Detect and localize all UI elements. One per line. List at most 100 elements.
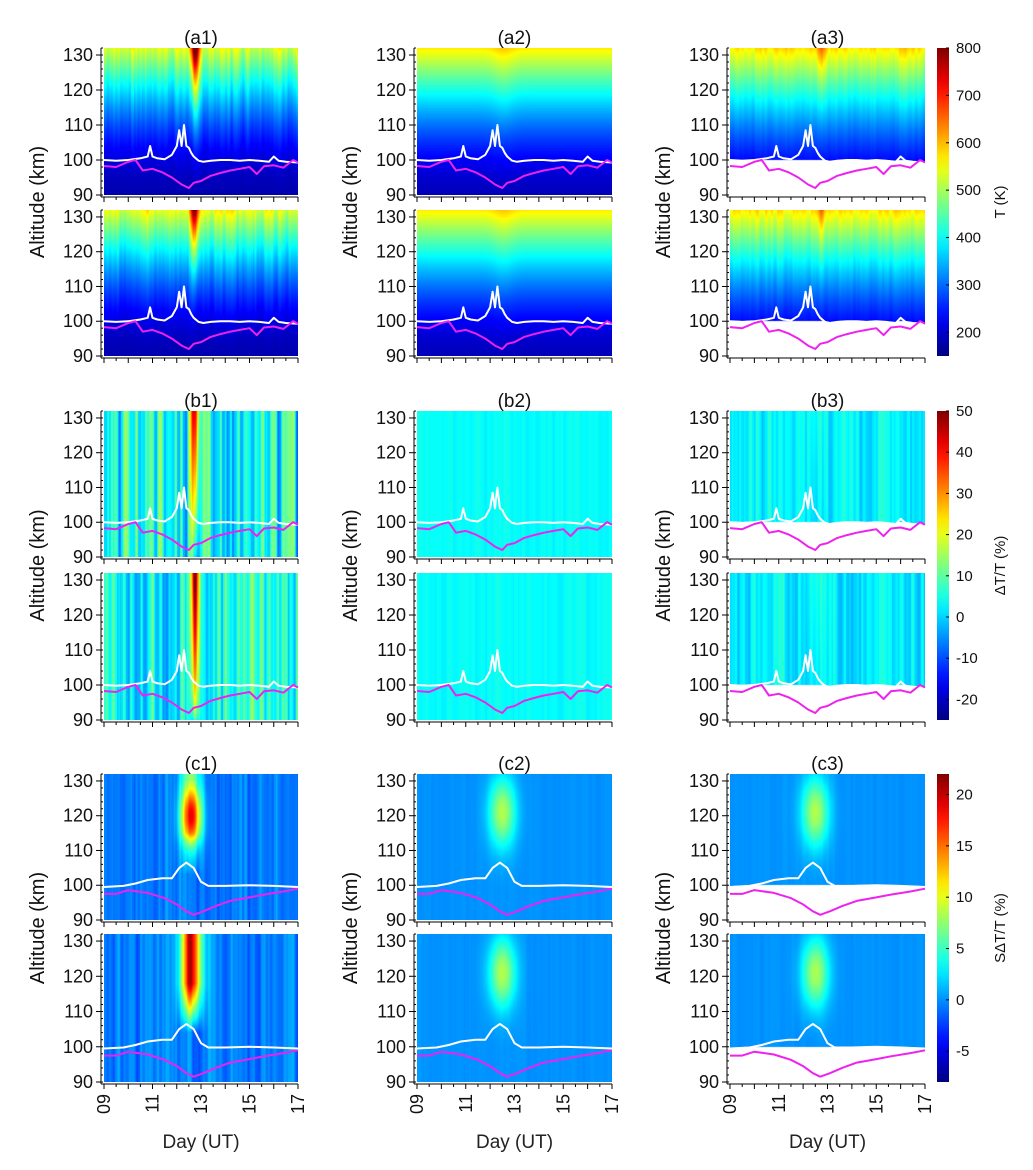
upper-boundary-line — [103, 486, 299, 526]
lower-boundary-line — [416, 684, 613, 714]
x-tick-label: 15 — [866, 1094, 886, 1114]
y-tick-label: 120 — [376, 806, 406, 826]
heatmap-b2-top — [417, 411, 612, 557]
y-tick-label: 90 — [73, 346, 93, 366]
panel-a2-bottom: 90 100 110 120 130 — [376, 207, 613, 366]
y-axis-label: Altitude (km) — [340, 872, 362, 984]
x-tick-label: 13 — [818, 1094, 838, 1114]
y-tick-label: 130 — [63, 408, 93, 428]
y-tick-label: 130 — [63, 45, 93, 65]
y-axis-label: Altitude (km) — [653, 872, 675, 984]
y-tick-label: 90 — [699, 1072, 719, 1092]
y-tick-label: 130 — [63, 570, 93, 590]
lower-boundary-line — [729, 320, 926, 350]
y-tick-label: 110 — [690, 840, 719, 860]
y-tick-label: 120 — [376, 80, 406, 100]
y-tick-label: 110 — [64, 276, 93, 296]
y-tick-label: 110 — [690, 276, 719, 296]
panel-title-a3: (a3) — [811, 28, 845, 49]
lower-boundary-line — [730, 887, 926, 916]
lower-boundary-line — [104, 1049, 299, 1078]
y-tick-label: 90 — [386, 910, 406, 930]
y-tick-label: 100 — [376, 150, 406, 170]
x-tick-label: 17 — [288, 1094, 308, 1114]
upper-boundary-line — [729, 861, 926, 888]
heatmap-a2-top — [417, 48, 612, 195]
y-tick-label: 90 — [386, 346, 406, 366]
y-axis-label: Altitude (km) — [653, 509, 675, 621]
upper-boundary-line — [729, 285, 926, 325]
panel-title-c2: (c2) — [498, 754, 531, 775]
lower-boundary-line — [729, 684, 926, 714]
upper-boundary-line — [729, 1022, 926, 1050]
x-tick-label: 11 — [456, 1094, 476, 1113]
upper-boundary-line — [416, 861, 613, 888]
y-tick-label: 130 — [376, 207, 406, 227]
panel-b3-bottom: 90 100 110 120 130 — [689, 570, 926, 730]
heatmap-c1-top — [104, 774, 298, 920]
y-tick-label: 110 — [377, 1002, 406, 1022]
panel-a1-bottom: 90 100 110 120 130 — [63, 207, 299, 366]
panel-title-a2: (a2) — [498, 28, 532, 49]
colorbar-tick-label: 40 — [956, 444, 973, 461]
heatmap-c1-bottom — [104, 934, 298, 1082]
colorbar-tick-label: 10 — [956, 889, 973, 906]
y-tick-label: 130 — [63, 771, 93, 791]
y-tick-label: 90 — [73, 710, 93, 730]
y-tick-label: 100 — [376, 512, 406, 532]
y-tick-label: 100 — [689, 1037, 719, 1057]
upper-boundary-line — [416, 486, 613, 526]
upper-boundary-line — [103, 861, 299, 888]
colorbar-tick-label: 50 — [956, 403, 973, 420]
y-tick-label: 110 — [64, 640, 93, 660]
y-tick-label: 120 — [63, 605, 93, 625]
heatmap-a3-bottom — [730, 210, 925, 356]
y-tick-label: 90 — [73, 547, 93, 567]
colorbar-tick-label: 600 — [956, 135, 981, 152]
panel-a2-top: 90 100 110 120 130 — [376, 45, 613, 205]
x-tick-label: 09 — [407, 1094, 427, 1114]
heatmap-a1-top — [104, 48, 298, 195]
colorbar-gradient — [937, 774, 949, 1082]
x-tick-label: 15 — [553, 1094, 573, 1114]
x-tick-label: 11 — [769, 1094, 789, 1113]
y-tick-label: 120 — [63, 80, 93, 100]
y-tick-label: 120 — [689, 966, 719, 986]
y-axis-label: Altitude (km) — [340, 146, 362, 258]
panel-title-b3: (b3) — [811, 391, 845, 412]
y-tick-label: 110 — [377, 477, 406, 497]
colorbar-tick-label: 700 — [956, 87, 981, 104]
panel-b2-bottom: 90 100 110 120 130 — [376, 570, 613, 730]
x-tick-label: 11 — [143, 1094, 163, 1113]
y-tick-label: 100 — [689, 311, 719, 331]
y-tick-label: 110 — [690, 477, 719, 497]
panel-b1-top: 90 100 110 120 130 — [63, 408, 299, 567]
y-tick-label: 90 — [699, 910, 719, 930]
y-tick-label: 120 — [689, 605, 719, 625]
heatmap-b3-bottom — [730, 573, 925, 720]
colorbar-label: SΔT/T (%) — [992, 893, 1009, 963]
y-tick-label: 130 — [376, 570, 406, 590]
lower-boundary-line — [103, 320, 299, 350]
panel-b2-top: 90 100 110 120 130 — [376, 408, 613, 567]
y-tick-label: 130 — [376, 931, 406, 951]
y-tick-label: 90 — [699, 185, 719, 205]
y-tick-label: 120 — [689, 443, 719, 463]
y-tick-label: 100 — [376, 1037, 406, 1057]
heatmap-c2-top — [417, 774, 612, 920]
colorbar-tick-label: 300 — [956, 277, 981, 294]
y-tick-label: 120 — [689, 242, 719, 262]
x-tick-label: 13 — [505, 1094, 525, 1114]
heatmap-b1-bottom — [104, 573, 298, 720]
colorbar-tick-label: 500 — [956, 182, 981, 199]
panel-c3-bottom: 90 100 110 120 130 — [689, 931, 926, 1092]
lower-boundary-line — [729, 521, 926, 551]
y-tick-label: 130 — [63, 931, 93, 951]
panel-title-c3: (c3) — [811, 754, 844, 775]
colorbar-gradient — [937, 411, 949, 720]
lower-boundary-line — [730, 1049, 926, 1078]
lower-boundary-line — [103, 521, 299, 551]
heatmap-c2-bottom — [417, 934, 612, 1082]
y-tick-label: 100 — [63, 675, 93, 695]
y-tick-label: 100 — [376, 675, 406, 695]
